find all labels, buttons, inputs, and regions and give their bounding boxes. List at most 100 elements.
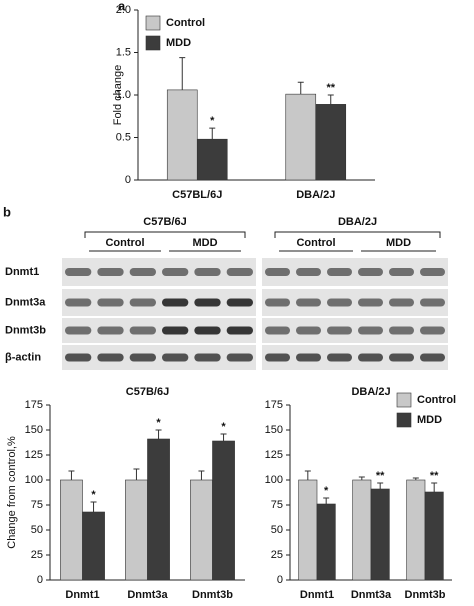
blot-band: [65, 353, 92, 362]
x-tick-label: Dnmt3b: [405, 589, 446, 601]
blot-panel: [62, 345, 256, 370]
blot-panel: [62, 258, 256, 286]
y-tick-label: 100: [265, 474, 283, 486]
x-tick-label: Dnmt3b: [192, 589, 233, 601]
blot-band: [265, 326, 290, 335]
y-tick-label: 2.0: [116, 4, 131, 16]
blot-panel: [262, 345, 448, 370]
bar: [285, 93, 317, 181]
blot-band: [97, 326, 124, 335]
y-tick-label: 0.5: [116, 131, 131, 143]
x-tick-label: DBA/2J: [296, 189, 335, 201]
y-tick-label: 150: [265, 424, 283, 436]
error-bar: [68, 470, 75, 480]
blot-band: [327, 268, 352, 276]
error-bar: [133, 468, 140, 480]
blot-band: [296, 326, 321, 335]
x-tick-label: Dnmt1: [300, 589, 334, 601]
blot-panel: [62, 318, 256, 343]
blot-band: [296, 353, 321, 362]
bar: [166, 89, 198, 181]
error-bar: [179, 57, 186, 90]
blot-band: [97, 268, 124, 276]
y-tick-label: 125: [25, 449, 43, 461]
blot-band: [129, 268, 156, 276]
y-tick-label: 125: [265, 449, 283, 461]
bar: [82, 511, 105, 581]
blot-band: [358, 298, 383, 307]
x-tick-label: Dnmt3a: [127, 589, 168, 601]
blot-condition-label: MDD: [192, 237, 217, 249]
blot-row-label: Dnmt3b: [5, 324, 46, 336]
blot-panel: [262, 258, 448, 286]
blot-band: [129, 298, 156, 307]
y-tick-label: 1.0: [116, 89, 131, 101]
blot-band: [226, 353, 253, 362]
blot-band: [358, 353, 383, 362]
significance-marker: **: [376, 470, 385, 482]
significance-marker: **: [326, 82, 335, 94]
significance-marker: *: [91, 489, 96, 501]
significance-marker: *: [156, 417, 161, 429]
blot-band: [327, 326, 352, 335]
blot-band: [327, 353, 352, 362]
y-tick-label: 150: [25, 424, 43, 436]
error-bar: [431, 482, 438, 492]
blot-band: [389, 353, 414, 362]
significance-marker: *: [324, 485, 329, 497]
significance-marker: **: [430, 470, 439, 482]
blot-band: [194, 298, 221, 307]
error-bar: [155, 429, 162, 439]
blot-condition-label: MDD: [386, 237, 411, 249]
bar: [212, 440, 235, 581]
blot-band: [358, 326, 383, 335]
error-bar: [220, 433, 227, 441]
y-tick-label: 0: [125, 174, 131, 186]
blot-band: [420, 326, 445, 335]
blot-band: [389, 268, 414, 276]
blot-condition-label: Control: [105, 237, 144, 249]
blot-band: [265, 353, 290, 362]
error-bar: [327, 94, 334, 105]
y-tick-label: 0: [37, 574, 43, 586]
error-bar: [297, 81, 304, 95]
blot-band: [162, 298, 189, 307]
blot-panel: [262, 318, 448, 343]
blot-band: [420, 353, 445, 362]
y-tick-label: 50: [271, 524, 283, 536]
blot-band: [65, 268, 92, 276]
y-tick-label: 25: [271, 549, 283, 561]
blot-row-label: Dnmt3a: [5, 296, 46, 308]
x-tick-label: C57BL/6J: [172, 189, 222, 201]
blot-band: [420, 298, 445, 307]
error-bar: [412, 477, 419, 480]
x-tick-label: Dnmt1: [65, 589, 99, 601]
y-tick-label: 175: [25, 399, 43, 411]
legend-swatch: [145, 15, 161, 31]
significance-marker: *: [221, 421, 226, 433]
legend-label: MDD: [417, 414, 442, 426]
y-tick-label: 75: [271, 499, 283, 511]
error-bar: [377, 482, 384, 489]
panel-label: a: [118, 0, 126, 13]
bar: [298, 479, 318, 581]
bar: [196, 138, 228, 181]
y-tick-label: 1.5: [116, 46, 131, 58]
bracket: [274, 231, 441, 238]
blot-band: [420, 268, 445, 276]
y-tick-label: 25: [31, 549, 43, 561]
bar: [316, 503, 336, 581]
chart-title: DBA/2J: [351, 386, 390, 398]
blot-band: [194, 353, 221, 362]
bar: [147, 438, 170, 581]
blot-band: [162, 353, 189, 362]
blot-panel: [62, 289, 256, 316]
blot-band: [129, 326, 156, 335]
bar: [370, 488, 390, 581]
blot-panel: [262, 289, 448, 316]
blot-band: [226, 268, 253, 276]
blot-band: [97, 353, 124, 362]
blot-band: [97, 298, 124, 307]
y-tick-label: 50: [31, 524, 43, 536]
